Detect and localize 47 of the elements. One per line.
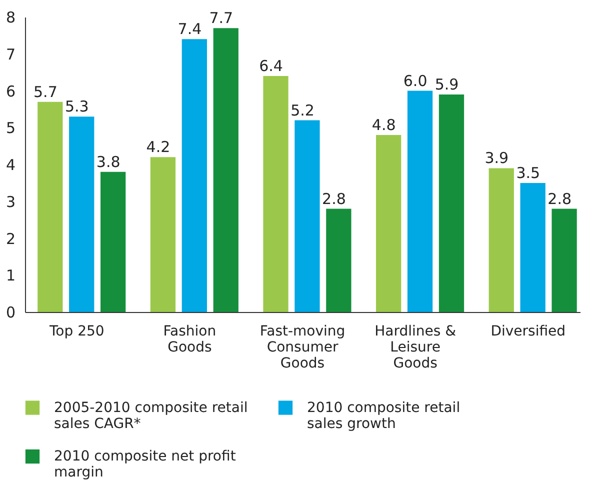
data-label: 4.8 (372, 116, 396, 134)
bar (150, 157, 176, 312)
legend-label: 2005-2010 composite retail sales CAGR* (54, 400, 248, 432)
y-tick-label: 3 (6, 192, 16, 211)
bar (407, 90, 433, 312)
data-label: 7.7 (209, 9, 234, 28)
data-label: 3.9 (484, 149, 509, 168)
bar (213, 28, 238, 312)
data-label: 2.8 (548, 190, 572, 208)
y-tick-label: 1 (6, 266, 16, 285)
bar (38, 102, 63, 312)
bar (376, 135, 402, 312)
data-label: 4.2 (146, 138, 170, 156)
data-label: 3.5 (516, 164, 540, 182)
bar (438, 94, 464, 312)
data-label: 6.4 (259, 57, 283, 75)
y-tick-label: 2 (6, 230, 16, 248)
legend-label: 2010 composite retail sales growth (307, 400, 460, 432)
x-tick-label: Diversified (490, 324, 566, 340)
data-label: 5.3 (64, 98, 89, 116)
x-tick-label: Hardlines & Leisure Goods (374, 324, 456, 372)
bar (488, 168, 514, 312)
bar (182, 39, 207, 312)
data-label: 2.8 (322, 190, 346, 208)
data-label: 5.7 (34, 82, 58, 101)
y-tick-label: 7 (6, 45, 16, 64)
x-tick-label: Fashion Goods (163, 324, 216, 356)
y-tick-label: 4 (6, 156, 16, 174)
bar (326, 208, 352, 312)
bar (69, 116, 94, 312)
bar (100, 172, 126, 312)
bar (294, 120, 320, 312)
bar (552, 208, 577, 312)
data-label: 5.9 (434, 75, 459, 94)
y-tick-label: 6 (6, 82, 16, 100)
legend-label: 2010 composite net profit margin (54, 448, 236, 480)
y-tick-label: 0 (6, 304, 16, 322)
data-label: 5.2 (290, 101, 314, 120)
x-tick-label: Top 250 (48, 324, 104, 340)
bar (520, 182, 546, 312)
data-label: 6.0 (403, 72, 428, 90)
x-tick-label: Fast-moving Consumer Goods (260, 324, 346, 372)
data-label: 7.4 (178, 20, 202, 38)
bar (263, 76, 288, 312)
y-tick-label: 8 (6, 8, 16, 26)
data-label: 3.8 (96, 152, 120, 171)
y-tick-label: 5 (6, 119, 16, 138)
